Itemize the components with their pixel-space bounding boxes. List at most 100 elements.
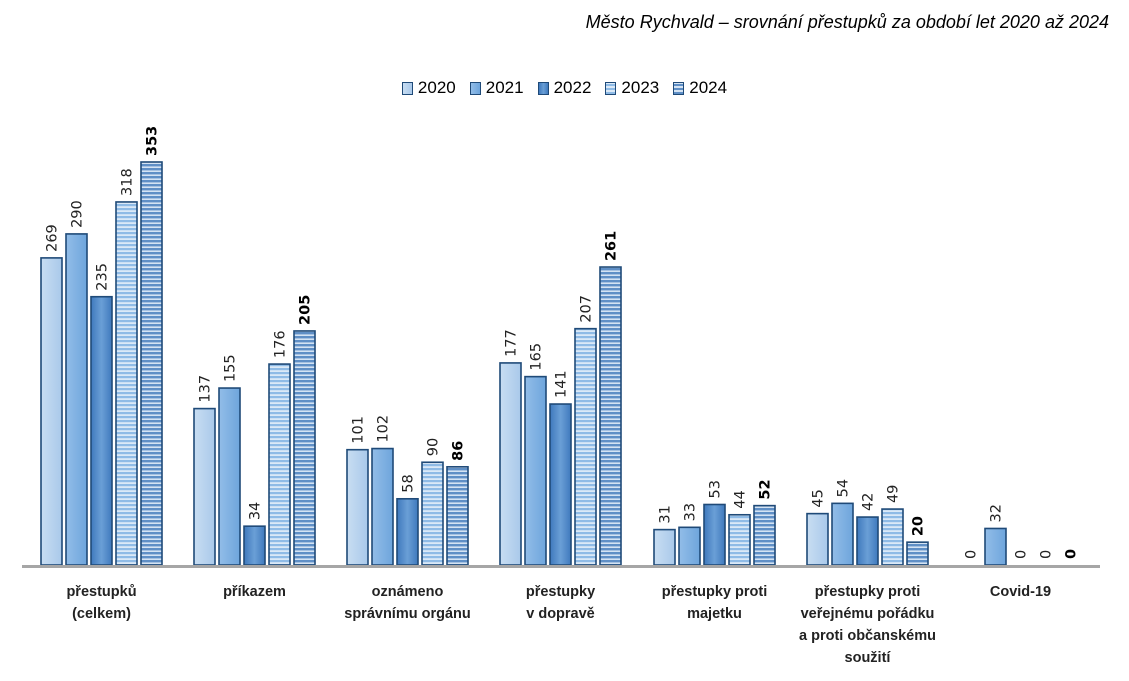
bar-5-2020	[806, 512, 829, 566]
value-label-1-2021: 155	[223, 354, 239, 382]
chart-title: Město Rychvald – srovnání přestupků za o…	[585, 12, 1109, 32]
category-label-line: oznámeno	[372, 584, 444, 600]
bar-6-2021	[984, 527, 1007, 566]
bar-3-2023	[574, 327, 597, 566]
bar-2-2021	[371, 447, 394, 566]
category-label-line: (celkem)	[72, 606, 131, 622]
legend-swatch-2024	[673, 81, 685, 95]
bar-5-2021	[831, 502, 854, 566]
value-label-1-2020: 137	[198, 375, 214, 403]
bar-3-2024	[599, 266, 622, 566]
category-label-6: Covid-19	[990, 584, 1051, 600]
bar-1-2021	[218, 387, 241, 566]
value-label-4-2020: 31	[658, 505, 674, 523]
value-label-6-2020: 0	[964, 550, 980, 559]
value-label-4-2023: 44	[733, 490, 749, 508]
bar-1-2022	[243, 525, 266, 566]
legend-item-2023: 2023	[605, 78, 659, 98]
value-label-1-2022: 34	[248, 502, 264, 520]
value-label-1-2024: 205	[298, 295, 314, 325]
bar-4-2020	[653, 528, 676, 566]
legend-label-2022: 2022	[553, 78, 592, 97]
bar-0-2024	[140, 161, 163, 566]
legend-label-2021: 2021	[485, 78, 524, 97]
value-label-3-2023: 207	[579, 295, 595, 323]
value-label-5-2023: 49	[886, 485, 902, 503]
category-label-line: majetku	[687, 606, 742, 622]
category-label-5: přestupky proti veřejnému pořádku a proti …	[799, 584, 936, 666]
legend-label-2023: 2023	[621, 78, 660, 97]
bar-3-2022	[549, 403, 572, 566]
category-label-line: Covid-19	[990, 584, 1051, 600]
value-label-6-2022: 0	[1014, 550, 1030, 559]
value-label-3-2024: 261	[604, 231, 620, 261]
legend-label-2020: 2020	[417, 78, 456, 97]
category-label-line: soužití	[845, 650, 892, 666]
bar-3-2021	[524, 375, 547, 566]
category-label-0: přestupků (celkem)	[66, 584, 136, 622]
bar-2-2023	[421, 461, 444, 566]
value-label-2-2024: 86	[451, 441, 467, 461]
value-label-2-2020: 101	[351, 416, 367, 444]
bar-2-2024	[446, 466, 469, 566]
bar-0-2022	[90, 295, 113, 566]
value-label-6-2023: 0	[1039, 550, 1055, 559]
value-label-2-2023: 90	[426, 438, 442, 456]
value-label-0-2020: 269	[45, 224, 61, 252]
bar-4-2024	[753, 504, 776, 566]
value-label-3-2020: 177	[504, 329, 520, 357]
legend-item-2021: 2021	[469, 78, 524, 98]
value-label-5-2020: 45	[811, 489, 827, 507]
bar-4-2023	[728, 513, 751, 566]
category-label-line: přestupky	[526, 584, 595, 600]
bar-2-2020	[346, 448, 369, 566]
category-label-line: přestupky proti	[815, 584, 921, 600]
value-label-0-2023: 318	[120, 168, 136, 196]
value-label-6-2021: 32	[989, 504, 1005, 522]
legend-label-2024: 2024	[689, 78, 728, 97]
category-label-2: oznámeno správnímu orgánu	[344, 584, 471, 622]
value-label-5-2022: 42	[861, 493, 877, 511]
category-label-line: veřejnému pořádku	[801, 606, 935, 622]
bar-5-2024	[906, 541, 929, 566]
bar-5-2023	[881, 508, 904, 566]
category-label-line: příkazem	[223, 584, 286, 600]
category-label-line: přestupky proti	[662, 584, 768, 600]
bar-4-2021	[678, 526, 701, 566]
legend-swatch-2022	[537, 81, 549, 95]
value-label-4-2022: 53	[708, 480, 724, 498]
bar-1-2023	[268, 363, 291, 566]
category-label-line: přestupků	[66, 584, 136, 600]
bar-1-2024	[293, 330, 316, 566]
category-label-line: správnímu orgánu	[344, 606, 471, 622]
legend-swatch-2021	[469, 81, 481, 95]
legend-item-2020: 2020	[401, 78, 456, 98]
category-label-3: přestupky v dopravě	[526, 584, 595, 622]
legend-swatch-2023	[605, 81, 617, 95]
value-label-0-2022: 235	[95, 263, 111, 291]
bar-0-2023	[115, 201, 138, 566]
value-label-2-2021: 102	[376, 415, 392, 443]
value-label-4-2024: 52	[758, 479, 774, 499]
value-label-0-2024: 353	[145, 126, 161, 156]
bar-5-2022	[856, 516, 879, 566]
value-label-3-2022: 141	[554, 370, 570, 398]
category-label-line: a proti občanskému	[799, 628, 936, 644]
legend-item-2024: 2024	[673, 78, 727, 98]
value-label-0-2021: 290	[70, 200, 86, 228]
chart-legend: 2020 2021 2022 2023 2024	[0, 78, 1129, 98]
value-label-5-2021: 54	[836, 479, 852, 497]
legend-swatch-2020	[401, 81, 413, 95]
value-label-2-2022: 58	[401, 474, 417, 492]
value-label-6-2024: 0	[1064, 549, 1080, 559]
bar-2-2022	[396, 497, 419, 566]
value-label-1-2023: 176	[273, 330, 289, 358]
legend-item-2022: 2022	[537, 78, 592, 98]
bar-0-2020	[40, 257, 63, 566]
value-label-5-2024: 20	[911, 516, 927, 536]
bar-4-2022	[703, 503, 726, 566]
bar-0-2021	[65, 233, 88, 566]
category-label-4: přestupky proti majetku	[662, 584, 768, 622]
bar-1-2020	[193, 407, 216, 566]
